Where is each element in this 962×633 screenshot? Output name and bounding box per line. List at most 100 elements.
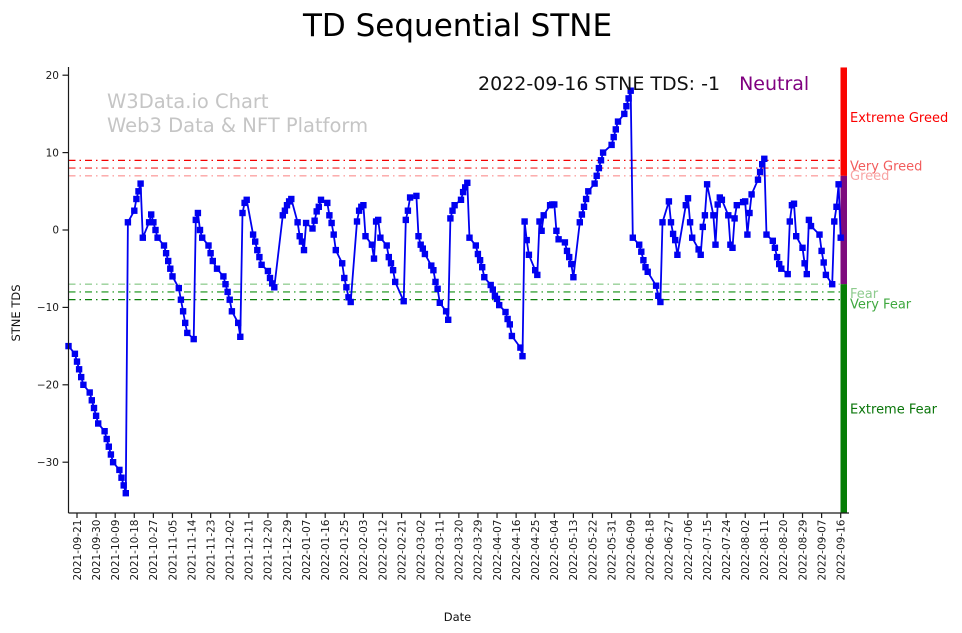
watermark: W3Data.io Chart Web3 Data & NFT Platform — [107, 90, 368, 138]
data-point-marker — [570, 274, 577, 281]
data-point-marker — [699, 223, 706, 231]
data-point-marker — [610, 133, 617, 141]
data-point-marker — [266, 274, 274, 282]
data-point-marker — [625, 95, 632, 102]
data-point-marker — [652, 282, 660, 289]
x-tick-label: 2022-02-21 — [396, 520, 408, 581]
data-point-marker — [627, 87, 634, 94]
data-point-marker — [324, 199, 331, 207]
watermark-line2: Web3 Data & NFT Platform — [107, 114, 369, 137]
data-point-marker — [133, 195, 140, 203]
data-point-marker — [370, 255, 378, 262]
data-point-marker — [837, 234, 844, 241]
data-point-marker — [103, 435, 110, 443]
data-point-marker — [489, 286, 496, 293]
x-tick-label: 2022-03-02 — [415, 520, 427, 581]
data-point-marker — [122, 490, 129, 497]
data-point-marker — [400, 298, 407, 305]
data-point-marker — [288, 195, 295, 203]
data-point-marker — [124, 219, 132, 226]
x-tick-label: 2022-07-15 — [702, 520, 714, 581]
data-point-marker — [686, 219, 694, 226]
data-point-marker — [355, 207, 363, 214]
data-point-marker — [184, 329, 191, 337]
sentiment-label: Neutral — [739, 73, 810, 95]
data-point-marker — [561, 239, 569, 246]
data-point-marker — [118, 474, 125, 481]
data-point-marker — [748, 191, 755, 198]
x-tick-label: 2021-12-02 — [225, 520, 237, 581]
data-point-marker — [597, 157, 605, 164]
y-tick-label: −20 — [37, 380, 59, 392]
x-tick-label: 2021-10-18 — [129, 520, 141, 581]
x-tick-label: 2021-09-30 — [91, 520, 103, 581]
data-point-marker — [532, 267, 539, 274]
data-point-marker — [152, 226, 159, 234]
data-point-marker — [638, 248, 645, 255]
data-point-marker — [701, 212, 709, 219]
x-axis-title: Date — [443, 610, 472, 624]
data-point-marker — [213, 265, 221, 272]
data-point-marker — [831, 218, 838, 225]
x-tick-label: 2022-03-11 — [435, 520, 447, 581]
data-point-marker — [190, 335, 197, 343]
x-tick-label: 2021-09-21 — [72, 520, 84, 581]
data-point-marker — [657, 298, 664, 306]
x-tick-label: 2021-10-09 — [110, 520, 122, 581]
data-point-marker — [457, 196, 465, 203]
x-tick-label: 2022-05-04 — [549, 519, 561, 580]
data-point-marker — [150, 219, 157, 226]
data-point-marker — [578, 211, 586, 218]
x-tick-label: 2022-08-20 — [778, 520, 790, 581]
data-point-marker — [387, 260, 395, 267]
data-point-marker — [86, 389, 93, 396]
data-point-marker — [313, 208, 320, 215]
data-point-marker — [404, 207, 412, 214]
data-point-marker — [154, 234, 161, 241]
data-point-marker — [402, 216, 409, 224]
data-point-marker — [239, 209, 246, 217]
data-point-marker — [419, 245, 426, 252]
data-point-marker — [476, 257, 484, 264]
data-point-marker — [228, 308, 236, 315]
data-point-marker — [759, 161, 766, 168]
data-point-marker — [697, 251, 704, 258]
page-title: TD Sequential STNE — [302, 8, 613, 44]
data-point-marker — [294, 219, 301, 226]
data-point-marker — [464, 179, 471, 186]
data-point-marker — [302, 219, 310, 227]
zone-label-very-greed: Very Greed — [850, 160, 922, 175]
data-point-marker — [339, 260, 346, 267]
data-point-marker — [833, 203, 840, 210]
x-tick-label: 2022-04-25 — [530, 520, 542, 581]
data-point-marker — [177, 296, 185, 303]
x-tick-label: 2022-06-27 — [664, 520, 676, 581]
data-point-marker — [192, 216, 199, 224]
data-point-marker — [224, 288, 231, 296]
data-point-marker — [75, 366, 83, 373]
data-point-marker — [506, 321, 513, 328]
data-point-marker — [73, 358, 81, 365]
data-point-marker — [421, 250, 429, 258]
data-point-marker — [746, 209, 753, 217]
data-point-marker — [347, 298, 354, 306]
data-point-marker — [442, 308, 450, 315]
data-point-marker — [591, 180, 598, 187]
data-point-marker — [790, 200, 798, 207]
data-point-marker — [199, 234, 206, 241]
data-point-marker — [258, 261, 265, 268]
data-point-marker — [669, 230, 677, 238]
data-point-marker — [311, 217, 318, 224]
data-point-marker — [315, 203, 322, 210]
data-point-marker — [377, 234, 384, 241]
x-tick-label: 2022-06-18 — [645, 520, 657, 581]
data-point-marker — [599, 149, 607, 156]
data-point-marker — [417, 241, 424, 248]
data-point-marker — [481, 274, 488, 281]
data-point-marker — [822, 271, 830, 279]
data-point-marker — [621, 110, 628, 118]
data-point-marker — [116, 466, 123, 474]
data-point-marker — [754, 176, 762, 183]
data-point-marker — [710, 212, 717, 219]
